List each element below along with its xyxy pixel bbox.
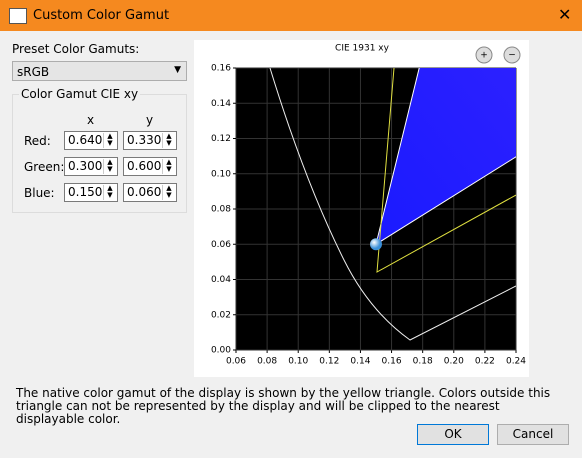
number-input[interactable]: 0.060 ▲ ▼	[123, 183, 177, 202]
x-tick-label: 0.10	[288, 357, 308, 367]
input-value: 0.300	[68, 159, 103, 173]
number-input[interactable]: 0.640 ▲ ▼	[64, 131, 118, 150]
y-tick-label: 0.08	[211, 205, 231, 215]
number-input[interactable]: 0.150 ▲ ▼	[64, 183, 118, 202]
x-tick-label: 0.08	[257, 357, 277, 367]
zoom-in[interactable]: +	[475, 46, 493, 64]
y-tick-label: 0.06	[211, 240, 231, 250]
spinner[interactable]: ▲ ▼	[162, 159, 175, 174]
x-tick-label: 0.12	[319, 357, 339, 367]
column-header: y	[146, 113, 154, 127]
spectral-locus	[269, 68, 516, 341]
y-tick-label: 0.14	[211, 99, 231, 109]
cancel-button[interactable]: Cancel	[497, 424, 569, 445]
preset-label: Preset Color Gamuts:	[12, 42, 140, 56]
y-tick-label: 0.00	[211, 346, 231, 356]
preset-dropdown[interactable]: sRGB ▼	[12, 61, 187, 81]
spinner[interactable]: ▲ ▼	[162, 185, 175, 200]
blue-primary-handle[interactable]	[370, 238, 382, 251]
row-label: Red:	[24, 134, 51, 148]
number-input[interactable]: 0.330 ▲ ▼	[123, 131, 177, 150]
svg-text:+: +	[480, 51, 488, 61]
x-tick-label: 0.20	[444, 357, 464, 367]
row-label: Blue:	[24, 186, 55, 200]
spinner[interactable]: ▲ ▼	[162, 133, 175, 148]
y-tick-label: 0.16	[211, 64, 231, 74]
target-gamut	[375, 68, 516, 246]
window-title: Custom Color Gamut	[33, 8, 170, 23]
number-input[interactable]: 0.300 ▲ ▼	[64, 157, 118, 176]
ok-button[interactable]: OK	[417, 424, 489, 445]
x-tick-label: 0.22	[475, 357, 495, 367]
spinner[interactable]: ▲ ▼	[103, 159, 116, 174]
svg-text:−: −	[508, 51, 516, 61]
preset-value: sRGB	[17, 65, 50, 79]
column-header: x	[87, 113, 95, 127]
input-value: 0.640	[68, 133, 103, 147]
x-tick-label: 0.18	[413, 357, 433, 367]
x-tick-label: 0.24	[506, 357, 526, 367]
chart-title: CIE 1931 xy	[335, 44, 390, 54]
input-value: 0.600	[127, 159, 162, 173]
title-bar: Custom Color Gamut ✕	[0, 0, 582, 31]
app-icon	[9, 8, 27, 24]
chart: CIE 1931 xy + − 0.06 0.08 0.10 0.12 0.14 0.16…	[194, 40, 529, 377]
message: The native color gamut of the display is…	[16, 386, 551, 426]
group-title: Color Gamut CIE xy	[19, 87, 141, 101]
row-label: Green:	[24, 160, 65, 174]
input-value: 0.150	[68, 185, 103, 199]
y-tick-label: 0.02	[211, 310, 231, 320]
x-tick-label: 0.14	[350, 357, 370, 367]
x-tick-label: 0.16	[382, 357, 402, 367]
y-tick-label: 0.10	[211, 169, 231, 179]
display-gamut	[376, 68, 516, 273]
number-input[interactable]: 0.600 ▲ ▼	[123, 157, 177, 176]
spinner[interactable]: ▲ ▼	[103, 133, 116, 148]
input-value: 0.330	[127, 133, 162, 147]
x-tick-label: 0.06	[226, 357, 246, 367]
input-value: 0.060	[127, 185, 162, 199]
spinner[interactable]: ▲ ▼	[103, 185, 116, 200]
dropdown-arrow: ▼	[174, 65, 181, 75]
close-button[interactable]: ✕	[558, 5, 572, 24]
zoom-out[interactable]: −	[503, 46, 521, 64]
y-tick-label: 0.12	[211, 134, 231, 144]
y-tick-label: 0.04	[211, 275, 231, 285]
